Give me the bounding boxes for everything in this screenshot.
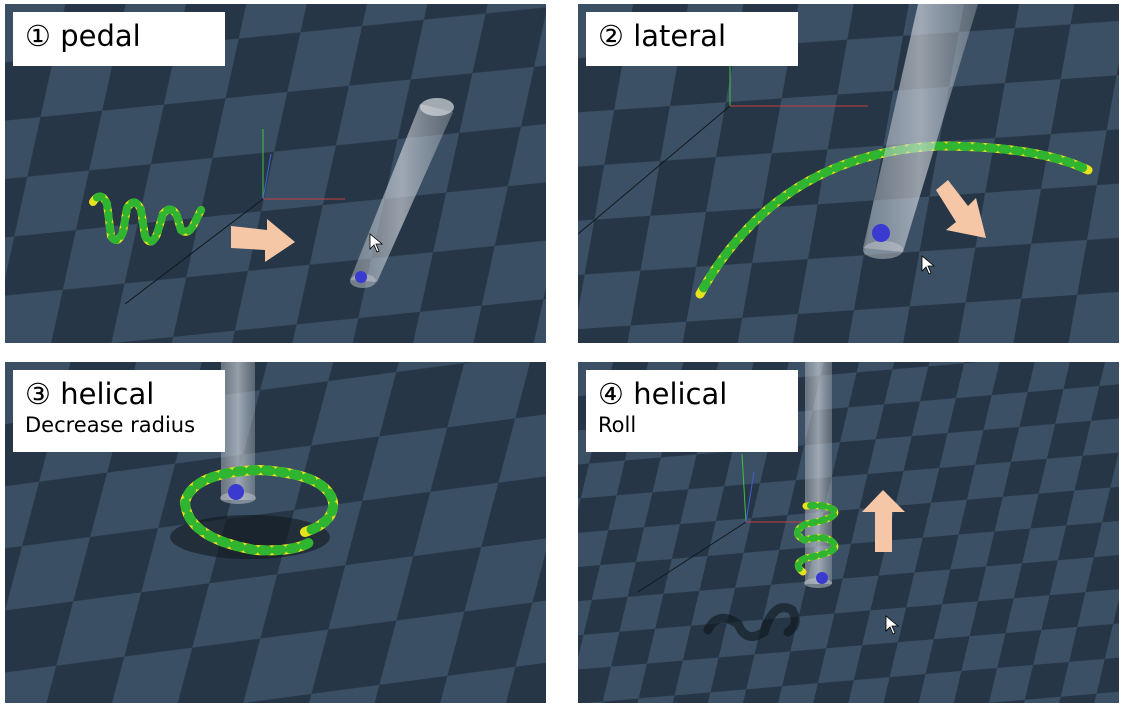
panel-title: ③ helical xyxy=(25,377,155,411)
panel-label: ③ helical Decrease radius xyxy=(13,370,225,452)
panel-subtitle: Roll xyxy=(598,413,637,437)
pole xyxy=(863,4,978,259)
viewport-helical-decrease-radius[interactable]: ③ helical Decrease radius xyxy=(5,362,546,703)
panel-label: ② lateral xyxy=(586,12,798,66)
snake-robot-segments xyxy=(179,464,339,556)
viewport-pedal[interactable]: ① pedal xyxy=(5,4,546,343)
axis-line xyxy=(578,105,731,235)
axis-y xyxy=(741,453,747,523)
panel-label: ④ helical Roll xyxy=(586,370,798,452)
pole xyxy=(350,98,454,288)
arrow-right-icon xyxy=(231,219,295,262)
arrow-down-right-icon xyxy=(936,180,986,238)
viewport-helical-roll[interactable]: ④ helical Roll xyxy=(578,362,1119,703)
snake-robot-segments xyxy=(89,192,205,246)
snake-shadow xyxy=(703,603,800,641)
panel-title: ④ helical xyxy=(598,377,728,411)
panel-label: ① pedal xyxy=(13,12,225,66)
viewport-lateral[interactable]: ② lateral xyxy=(578,4,1119,343)
arrow-up-icon xyxy=(862,490,905,552)
axis-z xyxy=(745,471,755,523)
target-sphere xyxy=(872,224,890,242)
pole xyxy=(220,362,256,504)
cursor-icon xyxy=(369,233,384,253)
panel-title: ① pedal xyxy=(25,19,141,53)
target-sphere xyxy=(355,271,367,283)
pole xyxy=(804,362,832,588)
target-sphere xyxy=(228,484,244,500)
panel-title: ② lateral xyxy=(598,19,727,53)
panel-subtitle: Decrease radius xyxy=(25,413,196,437)
cursor-icon xyxy=(885,615,900,635)
snake-robot-segments xyxy=(794,502,839,576)
axis-line xyxy=(124,198,264,305)
axis-z xyxy=(262,153,272,200)
cursor-icon xyxy=(921,255,936,275)
target-sphere xyxy=(816,572,828,584)
axis-line xyxy=(637,521,747,593)
